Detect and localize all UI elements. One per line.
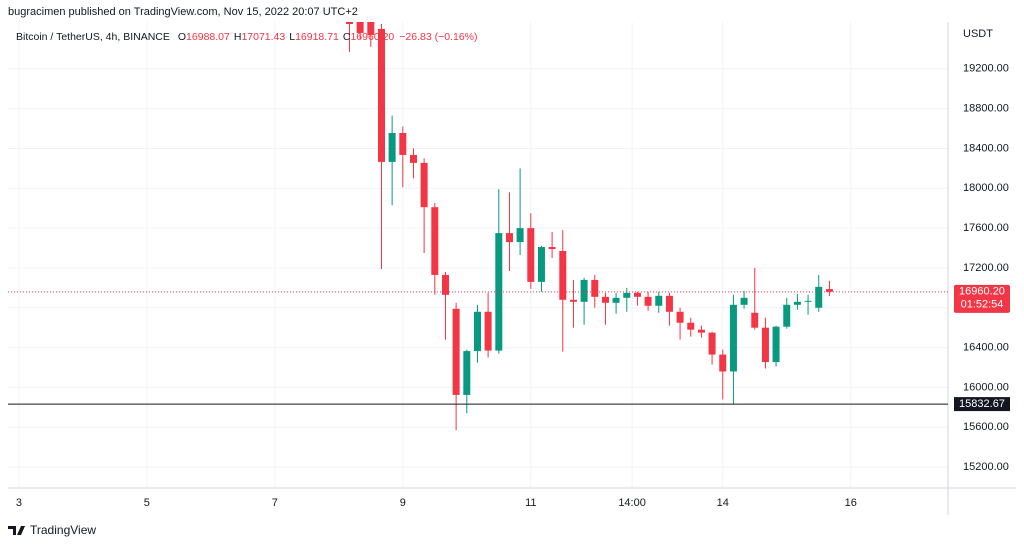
candle-body — [484, 311, 492, 351]
candle-body — [623, 292, 631, 298]
candle-body — [804, 300, 812, 302]
y-tick-label: 17200.00 — [963, 262, 1009, 274]
x-tick-label: 14:00 — [618, 497, 646, 509]
y-tick-label: 18400.00 — [963, 142, 1009, 154]
y-tick-label: 19200.00 — [963, 63, 1009, 75]
candle-body — [591, 279, 599, 297]
candle-body — [687, 322, 695, 330]
logo-mark — [8, 526, 25, 535]
ohlc-value: 17071.43 — [241, 31, 285, 43]
candle-body — [537, 247, 545, 282]
candle-body — [644, 296, 652, 306]
candle-body — [441, 274, 449, 295]
candle-body — [783, 304, 791, 327]
y-tick-label: 15600.00 — [963, 421, 1009, 433]
candles — [346, 22, 833, 431]
ohlc-key: C — [343, 31, 351, 43]
y-tick-label: 15200.00 — [963, 461, 1009, 473]
candle-body — [548, 247, 556, 250]
candle-body — [559, 251, 567, 300]
candle-body — [473, 311, 481, 352]
candle-body — [793, 301, 801, 305]
ohlc-key: O — [178, 31, 186, 43]
y-axis-unit: USDT — [963, 28, 993, 40]
candle-body — [825, 289, 833, 292]
candle-body — [708, 332, 716, 355]
candle-body — [409, 154, 417, 163]
ohlc-key: H — [234, 31, 242, 43]
x-tick-label: 9 — [400, 497, 406, 509]
symbol: Bitcoin / TetherUS, 4h, BINANCE — [16, 31, 170, 43]
candle-body — [729, 304, 737, 372]
candle-body — [676, 311, 684, 323]
grid — [8, 22, 948, 488]
change: −26.83 (−0.16%) — [399, 31, 477, 43]
ohlc-value: 16918.71 — [295, 31, 339, 43]
y-tick-label: 18800.00 — [963, 103, 1009, 115]
candle-body — [505, 233, 513, 243]
y-tick-label: 16000.00 — [963, 381, 1009, 393]
brand: TradingView — [30, 523, 96, 537]
candle-body — [612, 297, 620, 303]
logo: TradingView — [8, 523, 96, 537]
candle-body — [388, 133, 396, 162]
candle-body — [772, 326, 780, 363]
candle-body — [399, 133, 407, 155]
candle-body — [378, 28, 386, 162]
candle-body — [420, 162, 428, 208]
candle-body — [452, 308, 460, 395]
horizontal-line-tag — [954, 397, 1010, 412]
candle-body — [580, 279, 588, 302]
candle-body — [601, 296, 609, 303]
candle-body — [527, 228, 535, 282]
price-label: 16960.20 — [959, 286, 1005, 298]
ohlc-value: 16960.20 — [350, 31, 394, 43]
ohlc-value: 16988.07 — [186, 31, 230, 43]
y-tick-label: 17600.00 — [963, 222, 1009, 234]
x-tick-label: 3 — [16, 497, 22, 509]
candle-body — [740, 297, 748, 305]
candle-body — [346, 22, 354, 24]
candle-body — [463, 351, 471, 395]
candle-body — [655, 295, 663, 306]
y-tick-label: 18000.00 — [963, 182, 1009, 194]
candle-body — [697, 329, 705, 333]
x-tick-label: 11 — [525, 497, 536, 509]
candle-body — [633, 292, 641, 297]
y-tick-label: 16400.00 — [963, 342, 1009, 354]
candle-body — [569, 299, 577, 302]
candle-body — [431, 207, 439, 275]
legend: Bitcoin / TetherUS, 4h, BINANCE O16988.07… — [16, 31, 478, 43]
candle-body — [815, 286, 823, 308]
candle-body — [356, 22, 364, 33]
candle-body — [761, 327, 769, 363]
candle-body — [516, 228, 524, 243]
x-tick-label: 5 — [144, 497, 150, 509]
horizontal-line-label: 15832.67 — [959, 398, 1005, 410]
candle-body — [719, 354, 727, 372]
candle-body — [367, 22, 375, 35]
candle-body — [751, 312, 759, 328]
candle-body — [665, 295, 673, 312]
candle-body — [495, 233, 503, 351]
countdown-label: 01:52:54 — [961, 299, 1004, 311]
x-tick-label: 7 — [272, 497, 278, 509]
x-tick-label: 16 — [845, 497, 857, 509]
publisher: bugracimen published on TradingView.com,… — [8, 6, 358, 18]
price-tag — [954, 284, 1010, 313]
ohlc-key: L — [289, 31, 295, 43]
x-tick-label: 14 — [717, 497, 729, 509]
